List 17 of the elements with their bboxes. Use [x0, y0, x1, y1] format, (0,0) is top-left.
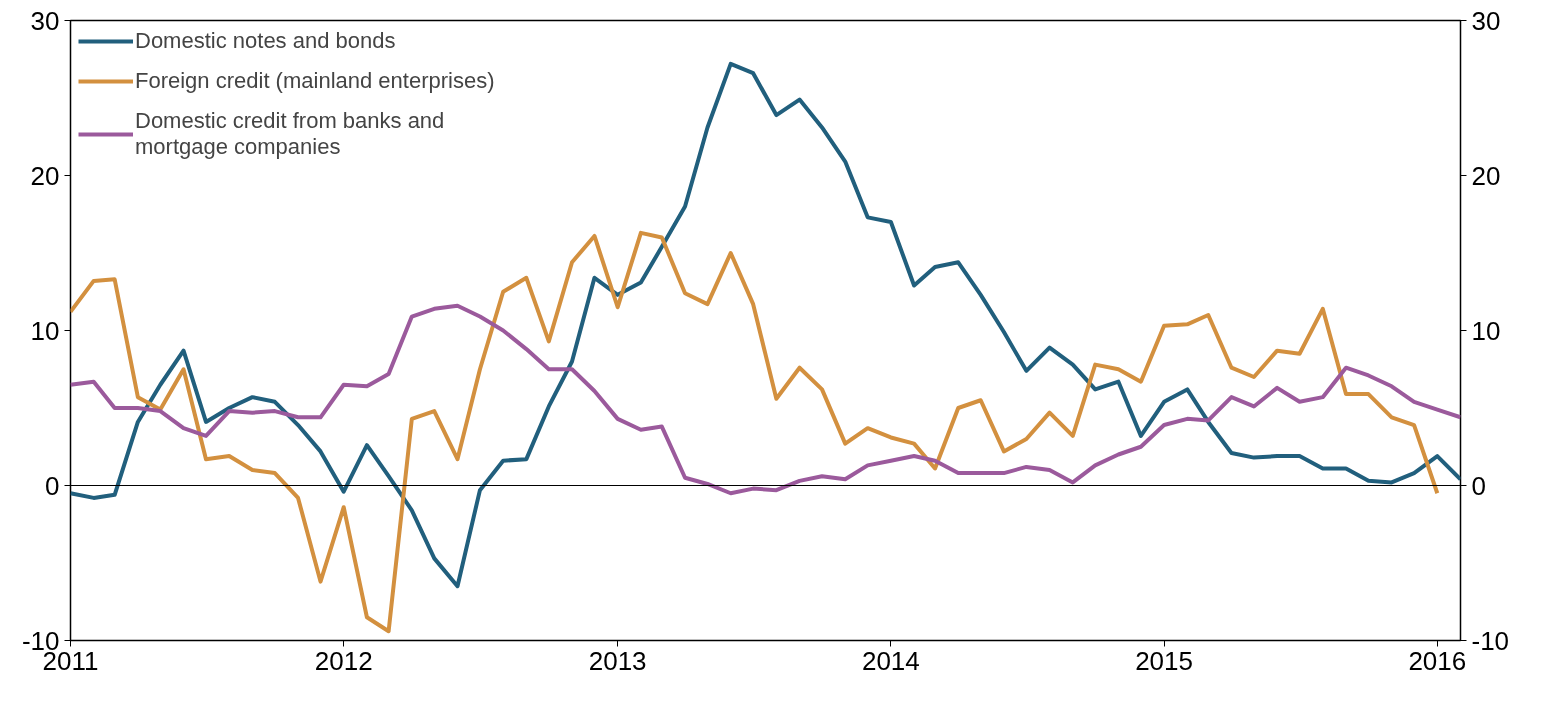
y-tick-label: 20: [30, 160, 60, 191]
y-tick-label: 0: [45, 470, 60, 501]
x-tick-label: 2015: [1135, 645, 1194, 676]
y2-tick-label: 10: [1471, 315, 1501, 346]
y2-tick-label: 30: [1471, 5, 1501, 36]
legend-label: Domestic notes and bonds: [135, 28, 396, 54]
y2-tick-label: 0: [1471, 470, 1486, 501]
y2-tick-label: -10: [1471, 625, 1510, 656]
y-tick-label: 10: [30, 315, 60, 346]
legend-label: Domestic credit from banks and mortgage companies: [135, 108, 445, 160]
x-tick-label: 2016: [1408, 645, 1467, 676]
y2-tick-label: 20: [1471, 160, 1501, 191]
legend-label: Foreign credit (mainland enterprises): [135, 68, 495, 94]
y-tick-label: 30: [30, 5, 60, 36]
x-tick-label: 2013: [588, 645, 647, 676]
x-tick-label: 2012: [314, 645, 373, 676]
x-tick-label: 2014: [861, 645, 920, 676]
